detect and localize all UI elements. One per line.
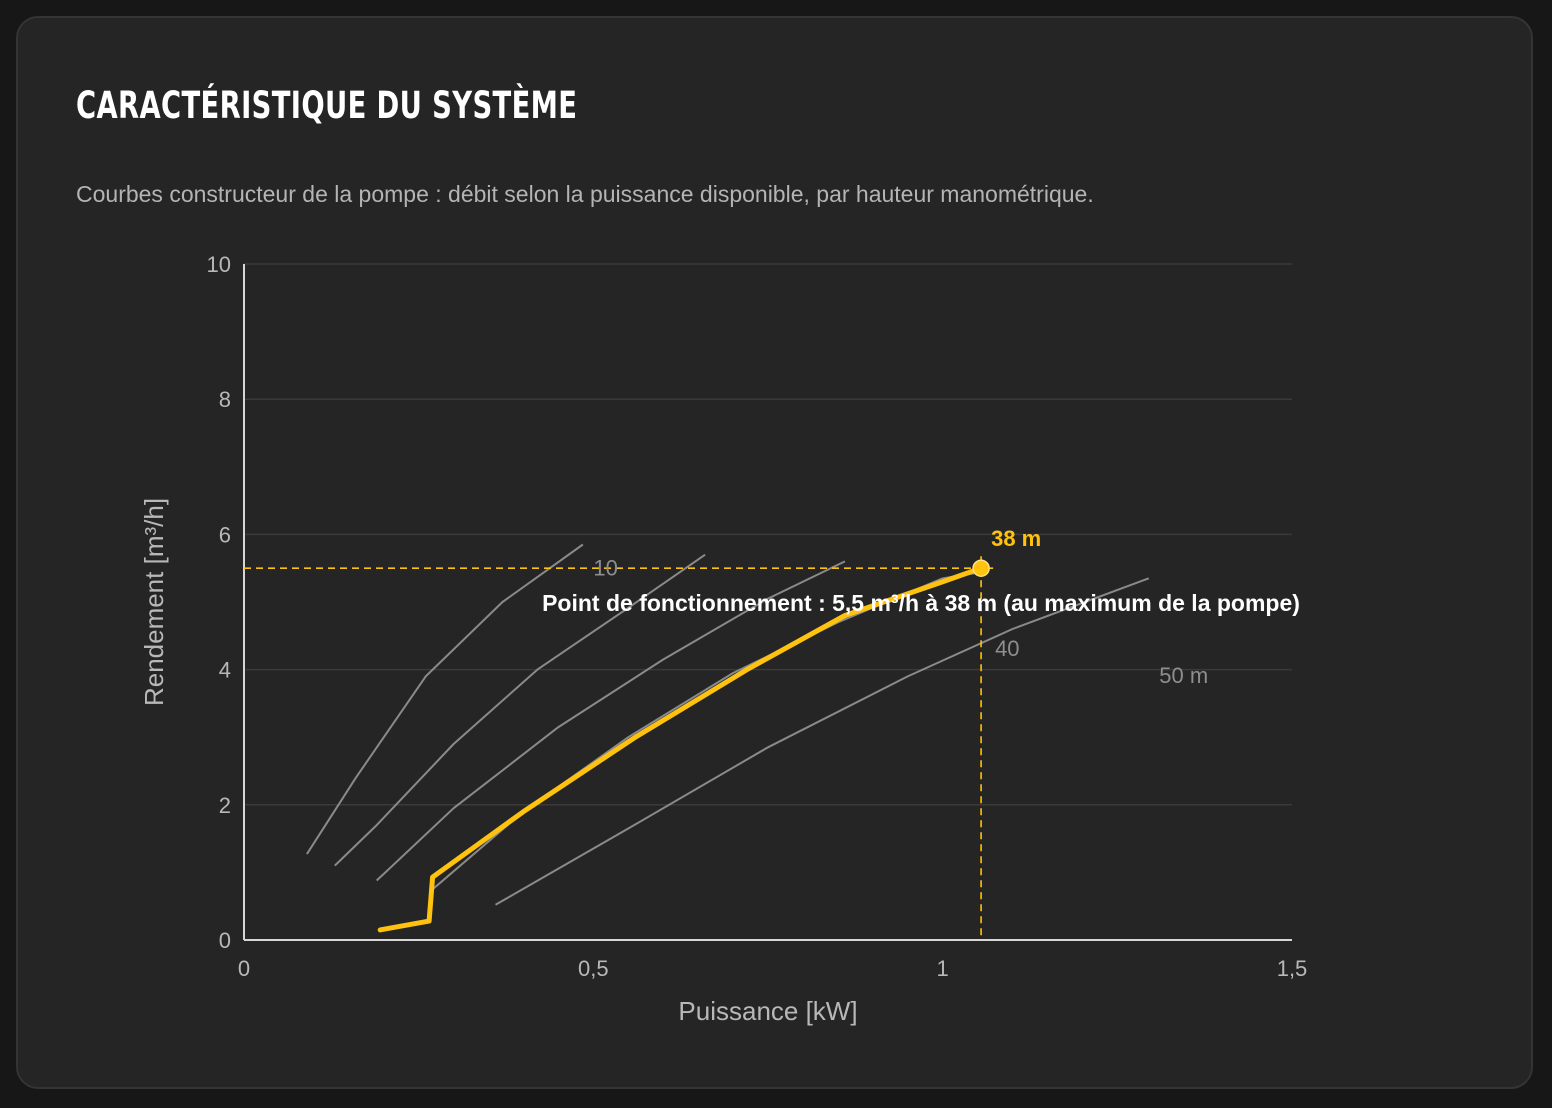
highlight-curve <box>377 559 990 933</box>
page-title: CARACTÉRISTIQUE DU SYSTÈME <box>76 84 578 127</box>
pump-curve <box>376 560 846 882</box>
y-tick-label: 6 <box>219 522 231 547</box>
y-tick-label: 10 <box>207 252 231 277</box>
pump-curve <box>334 553 706 867</box>
y-tick-label: 2 <box>219 793 231 818</box>
operating-point-head-label: 38 m <box>991 526 1041 551</box>
operating-point-guides <box>244 556 994 940</box>
x-tick-label: 0,5 <box>578 956 609 981</box>
chart-labels: 0 2 4 6 8 10 0 0,5 1 1,5 Puissance [kW] Rendement [… <box>139 252 1307 1026</box>
page-subtitle: Courbes constructeur de la pompe : débit… <box>76 181 1094 207</box>
axes <box>243 264 1292 941</box>
chart-card <box>16 16 1533 1089</box>
y-tick-label: 8 <box>219 387 231 412</box>
x-axis-title: Puissance [kW] <box>678 996 857 1026</box>
x-tick-label: 0 <box>238 956 250 981</box>
operating-point-annotation: Point de fonctionnement : 5,5 m³/h à 38 … <box>542 590 1300 616</box>
curve-label: 50 m <box>1159 663 1208 688</box>
y-tick-label: 4 <box>219 658 231 683</box>
y-tick-label: 0 <box>219 928 231 953</box>
curve-label: 10 <box>593 556 617 581</box>
curve-label: 40 <box>995 636 1019 661</box>
y-axis-title: Rendement [m³/h] <box>139 498 169 706</box>
pump-curve <box>431 570 985 891</box>
operating-point-marker <box>972 559 990 577</box>
highlight-curve-38m <box>377 565 984 933</box>
pump-curve <box>306 543 584 855</box>
x-tick-label: 1 <box>937 956 949 981</box>
x-tick-label: 1,5 <box>1277 956 1308 981</box>
grid-lines <box>244 263 1292 806</box>
pump-curve <box>495 577 1150 906</box>
